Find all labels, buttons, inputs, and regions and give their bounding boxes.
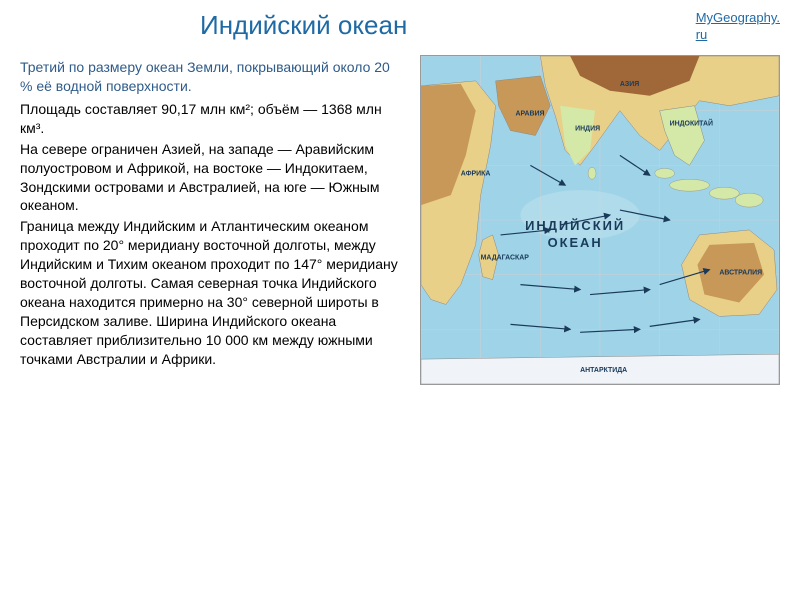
svg-text:ИНДИЯ: ИНДИЯ xyxy=(575,126,600,133)
body-text: Площадь составляет 90,17 млн км²; объём … xyxy=(20,100,400,370)
subtitle-text: Третий по размеру океан Земли, покрывающ… xyxy=(20,58,400,96)
link-line1: MyGeography. xyxy=(696,10,780,25)
svg-text:МАДАГАСКАР: МАДАГАСКАР xyxy=(481,255,530,262)
source-link[interactable]: MyGeography. ru xyxy=(696,10,780,44)
map-image: ИНДИЙСКИЙ ОКЕАН АФРИКА АЗИЯ ИНДИЯ АРАВИЯ ИНДОК… xyxy=(420,55,780,385)
svg-text:ИНДОКИТАЙ: ИНДОКИТАЙ xyxy=(670,119,713,128)
paragraph: Площадь составляет 90,17 млн км²; объём … xyxy=(20,100,400,138)
page-title: Индийский океан xyxy=(200,10,407,41)
svg-text:АФРИКА: АФРИКА xyxy=(461,170,491,177)
svg-text:ИНДИЙСКИЙ: ИНДИЙСКИЙ xyxy=(525,218,625,233)
link-line2: ru xyxy=(696,27,708,42)
paragraph: Граница между Индийским и Атлантическим … xyxy=(20,217,400,368)
svg-text:АРАВИЯ: АРАВИЯ xyxy=(515,111,544,118)
svg-text:АНТАРКТИДА: АНТАРКТИДА xyxy=(580,367,627,374)
svg-text:ОКЕАН: ОКЕАН xyxy=(548,235,603,250)
svg-text:АВСТРАЛИЯ: АВСТРАЛИЯ xyxy=(719,270,762,277)
svg-text:АЗИЯ: АЗИЯ xyxy=(620,81,639,88)
paragraph: На севере ограничен Азией, на западе — А… xyxy=(20,140,400,216)
